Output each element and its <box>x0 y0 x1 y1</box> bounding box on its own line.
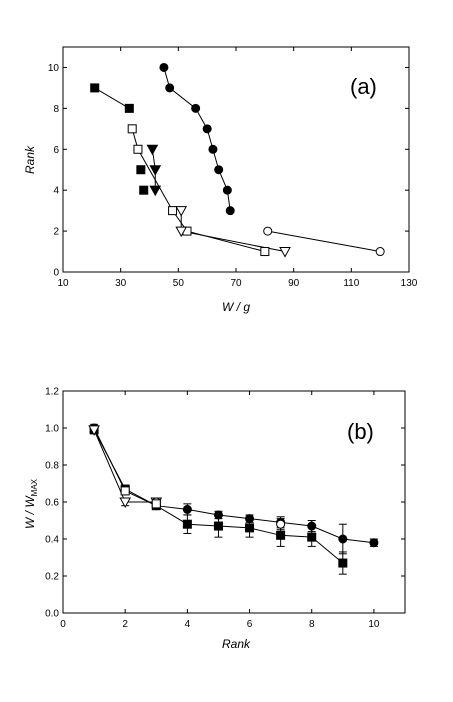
data-point-a-square-open <box>260 247 270 257</box>
data-point-a-square-open <box>133 144 143 154</box>
data-point-a-triangle-down-open <box>175 226 188 238</box>
ticks-b: 0 2 4 6 8 10 0.0 0.2 0.4 0.6 0.8 1.0 1.2 <box>45 387 405 630</box>
data-point-a-square-filled <box>136 165 146 175</box>
y-tick-label-b: 1.0 <box>45 424 59 435</box>
y-tick-label-b: 0.8 <box>45 461 59 472</box>
data-point-b-square-open <box>120 486 130 496</box>
data-point-b-square-filled <box>182 519 192 529</box>
panel-label-a: (a) <box>350 74 377 99</box>
x-tick-label-b: 0 <box>60 619 66 630</box>
data-point-b-circle-filled <box>307 521 317 531</box>
data-point-b-square-filled <box>245 523 255 533</box>
y-axis-title-b-sub: MAX <box>30 478 39 496</box>
data-point-a-triangle-down-filled <box>149 185 162 197</box>
data-point-b-circle-filled <box>213 510 223 520</box>
data-point-a-circle-filled <box>202 124 212 134</box>
data-point-a-triangle-down-filled <box>149 165 162 176</box>
data-point-a-triangle-down-open <box>279 247 291 258</box>
chart-panel-b: 0 2 4 6 8 10 0.0 0.2 0.4 0.6 0.8 1.0 1.2 (b) Rank W … <box>23 387 406 651</box>
data-point-a-triangle-down-filled <box>146 144 159 156</box>
x-tick-label-b: 8 <box>309 619 315 630</box>
y-tick-label-b: 0.4 <box>45 535 59 546</box>
x-tick-label-a: 10 <box>57 278 69 289</box>
data-point-a-circle-open <box>263 226 273 236</box>
error-bars-b <box>90 423 378 575</box>
series-line-a-0 <box>94 87 130 109</box>
data-point-a-square-open <box>127 124 137 134</box>
data-point-a-circle-open <box>375 247 385 257</box>
data-point-b-square-filled <box>338 558 348 568</box>
y-tick-label-a: 6 <box>53 145 59 156</box>
x-tick-label-b: 6 <box>247 619 253 630</box>
ticks-a: 10 30 50 70 90 110 130 0 2 4 6 8 10 <box>48 47 418 289</box>
data-point-b-triangle-down-open <box>88 425 100 436</box>
series-lines-b <box>93 427 374 564</box>
series-line-b-1 <box>93 429 344 564</box>
markers-a <box>90 62 385 258</box>
y-tick-label-a: 0 <box>53 268 59 279</box>
x-tick-label-a: 30 <box>115 278 127 289</box>
y-tick-label-b: 0.6 <box>45 498 59 509</box>
series-lines-a <box>94 67 381 253</box>
data-point-a-square-filled <box>124 103 134 113</box>
data-point-a-square-filled <box>90 83 100 93</box>
data-point-b-circle-filled <box>182 504 192 514</box>
data-point-a-circle-filled <box>208 144 218 154</box>
series-line-a-6 <box>267 230 381 253</box>
y-axis-title-b: W / WMAX <box>23 478 39 529</box>
x-tick-label-b: 10 <box>368 619 380 630</box>
x-axis-title-a: W / g <box>222 300 250 314</box>
x-tick-label-a: 110 <box>343 278 359 289</box>
data-point-b-circle-filled <box>338 534 348 544</box>
data-point-b-triangle-down-open <box>119 497 132 509</box>
y-tick-label-a: 2 <box>53 227 59 238</box>
y-axis-title-a: Rank <box>23 145 37 174</box>
data-point-b-square-filled <box>307 532 317 542</box>
data-point-b-square-filled <box>276 530 286 540</box>
x-tick-label-a: 50 <box>173 278 185 289</box>
y-tick-label-b: 0.2 <box>45 572 59 583</box>
x-tick-label-b: 2 <box>122 619 128 630</box>
data-point-b-square-open <box>151 499 161 509</box>
x-tick-label-a: 90 <box>288 278 300 289</box>
series-line-b-0 <box>93 427 374 544</box>
data-point-b-circle-open <box>276 519 286 529</box>
x-tick-label-a: 70 <box>230 278 242 289</box>
data-point-a-circle-filled <box>191 103 201 113</box>
x-tick-label-b: 4 <box>185 619 191 630</box>
markers-b <box>88 423 379 568</box>
data-point-b-circle-filled <box>245 514 255 524</box>
y-tick-label-a: 4 <box>53 186 59 197</box>
data-point-a-square-filled <box>139 185 149 195</box>
data-point-a-triangle-down-open <box>175 206 188 217</box>
data-point-a-circle-filled <box>225 206 235 216</box>
y-tick-label-a: 8 <box>53 104 59 115</box>
x-axis-title-b: Rank <box>222 637 251 651</box>
y-axis-title-b-main: W / W <box>23 495 37 529</box>
data-point-a-circle-filled <box>222 185 232 195</box>
data-point-b-circle-filled <box>369 538 379 548</box>
y-tick-label-a: 10 <box>48 63 60 74</box>
data-point-a-circle-filled <box>214 165 224 175</box>
data-point-a-circle-filled <box>159 62 169 72</box>
data-point-b-square-filled <box>213 521 223 531</box>
data-point-a-circle-filled <box>165 83 175 93</box>
x-tick-label-a: 130 <box>401 278 418 289</box>
chart-panel-a: 10 30 50 70 90 110 130 0 2 4 6 8 10 (a) W / g Rank <box>23 46 418 314</box>
y-tick-label-b: 1.2 <box>45 387 59 398</box>
panel-label-b: (b) <box>347 419 374 444</box>
y-tick-label-b: 0.0 <box>45 609 59 620</box>
data-point-a-square-open <box>168 206 178 216</box>
